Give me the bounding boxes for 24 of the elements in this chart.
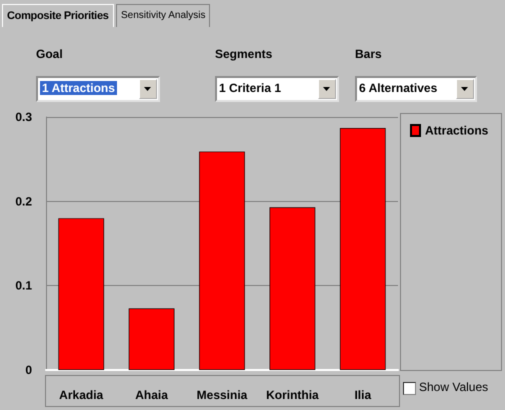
y-tick-label: 0.1 <box>15 278 32 293</box>
x-tick-label: Korinthia <box>266 388 320 402</box>
x-tick-label: Arkadia <box>59 388 104 402</box>
text: 6 Alternatives <box>359 81 438 95</box>
x-tick-label: Messinia <box>196 388 248 402</box>
text: 1 Criteria 1 <box>219 81 282 95</box>
text: Sensitivity Analysis <box>116 4 210 27</box>
bar <box>58 218 104 370</box>
text: Composite Priorities <box>2 4 114 27</box>
bar <box>128 308 174 370</box>
bar <box>270 207 316 370</box>
text: Segments <box>215 47 272 61</box>
text: Bars <box>355 47 382 61</box>
y-tick-label: 0 <box>25 363 32 377</box>
bar <box>340 128 386 370</box>
y-tick-label: 0.3 <box>15 110 32 124</box>
x-tick-label: Ahaia <box>135 388 168 402</box>
legend-label: Attractions <box>425 124 489 138</box>
x-tick-label: Ilia <box>354 388 372 402</box>
y-tick-label: 0.2 <box>15 194 32 208</box>
text: Goal <box>36 47 63 61</box>
text: Show Values <box>419 380 488 394</box>
text: 1 Attractions <box>40 81 117 95</box>
bar <box>199 152 245 370</box>
